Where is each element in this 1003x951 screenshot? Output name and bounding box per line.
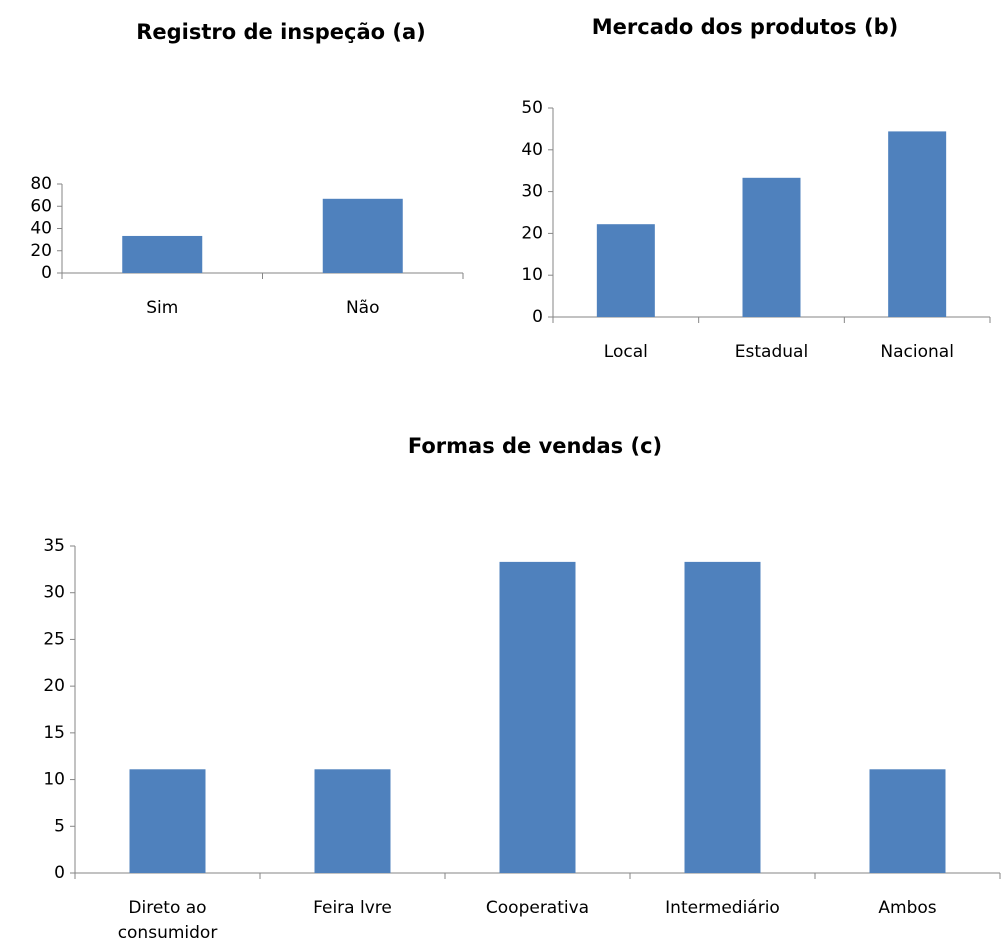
chart-title: Registro de inspeção (a) — [136, 20, 426, 44]
chart-title: Mercado dos produtos (b) — [592, 15, 898, 39]
x-tick-label: Cooperativa — [486, 898, 589, 918]
y-tick-label: 10 — [521, 265, 543, 285]
x-tick-label: Não — [346, 298, 380, 318]
y-tick-label: 30 — [521, 182, 543, 202]
x-tick-label: Direto ao consumidor — [118, 898, 218, 943]
y-tick-label: 50 — [521, 98, 543, 118]
y-tick-label: 25 — [43, 629, 65, 649]
x-tick-label: Estadual — [735, 342, 808, 362]
bar — [742, 177, 801, 317]
y-tick-label: 35 — [43, 536, 65, 556]
chart-title: Formas de vendas (c) — [408, 434, 662, 458]
y-tick-label: 0 — [532, 307, 543, 327]
y-tick-label: 80 — [30, 174, 52, 194]
y-tick-label: 40 — [521, 140, 543, 160]
bar — [322, 198, 403, 273]
y-tick-label: 30 — [43, 583, 65, 603]
y-tick-label: 20 — [30, 241, 52, 261]
y-tick-label: 15 — [43, 723, 65, 743]
x-tick-label: Feira lvre — [313, 898, 392, 918]
x-tick-label: Local — [604, 342, 648, 362]
bar — [684, 561, 761, 873]
bar — [596, 224, 655, 317]
y-tick-label: 20 — [521, 223, 543, 243]
y-tick-label: 0 — [54, 863, 65, 883]
bar — [122, 235, 203, 273]
x-tick-label: Sim — [146, 298, 178, 318]
y-tick-label: 0 — [41, 263, 52, 283]
bar — [888, 131, 947, 317]
y-tick-label: 5 — [54, 816, 65, 836]
bar — [314, 769, 391, 873]
y-tick-label: 10 — [43, 770, 65, 790]
bar — [499, 561, 576, 873]
y-tick-label: 60 — [30, 196, 52, 216]
x-tick-label: Ambos — [878, 898, 936, 918]
y-tick-label: 20 — [43, 676, 65, 696]
bar — [129, 769, 206, 873]
x-tick-label: Intermediário — [665, 898, 780, 918]
y-tick-label: 40 — [30, 219, 52, 239]
x-tick-label: Nacional — [880, 342, 954, 362]
bar — [869, 769, 946, 873]
